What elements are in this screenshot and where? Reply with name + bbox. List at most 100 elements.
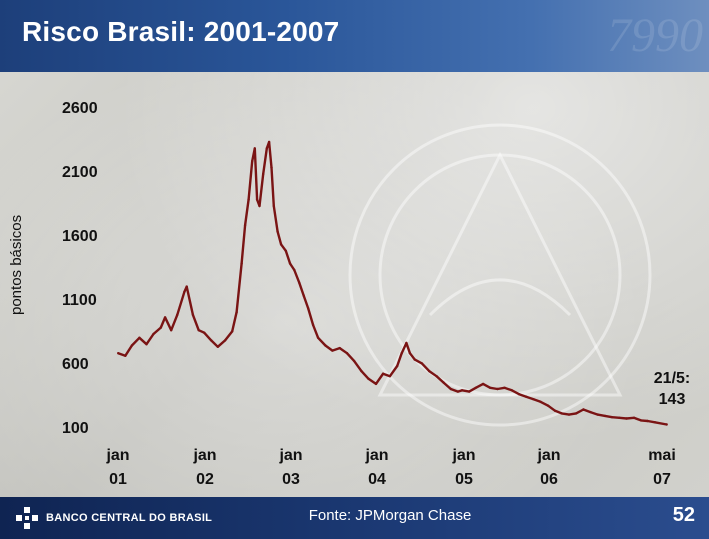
x-tick-label: jan 02 — [193, 447, 217, 488]
series-line — [117, 140, 667, 426]
data-point — [489, 386, 492, 389]
data-point — [405, 341, 408, 345]
data-point — [567, 413, 571, 416]
data-point — [360, 369, 363, 373]
y-tick-label: 100 — [62, 420, 89, 437]
x-tick-label: jan 01 — [106, 447, 130, 488]
data-point — [210, 339, 213, 342]
data-point — [253, 147, 256, 150]
x-tick-label: jan 06 — [537, 447, 561, 488]
data-point — [546, 404, 550, 407]
data-point — [298, 281, 301, 284]
data-point — [311, 323, 315, 327]
data-point — [251, 160, 254, 163]
data-point — [428, 369, 431, 373]
data-point — [302, 294, 305, 297]
data-point — [539, 400, 542, 403]
data-point — [185, 285, 188, 288]
data-point — [176, 313, 179, 316]
data-point — [272, 204, 275, 208]
data-point — [367, 377, 370, 380]
x-tick-label: mai 07 — [648, 447, 676, 488]
data-point — [582, 408, 585, 411]
data-point — [267, 140, 271, 144]
data-point — [345, 352, 349, 355]
data-point — [270, 166, 273, 169]
data-point — [216, 345, 219, 348]
x-tick-label: jan 05 — [452, 447, 476, 488]
data-point — [610, 416, 614, 419]
data-point — [474, 386, 477, 389]
data-point — [413, 358, 416, 361]
data-point — [203, 331, 206, 334]
data-point — [243, 224, 247, 227]
page-number: 52 — [672, 504, 695, 526]
y-tick-label: 600 — [62, 356, 89, 373]
data-point — [284, 249, 287, 252]
data-point — [574, 412, 578, 415]
data-point — [316, 336, 320, 339]
data-point — [255, 198, 259, 201]
data-point — [276, 230, 279, 233]
data-point — [400, 352, 403, 355]
data-point — [481, 382, 485, 386]
data-point — [279, 243, 283, 246]
data-point — [532, 398, 535, 401]
central-bank-logo-icon — [16, 507, 38, 529]
data-point — [420, 362, 424, 365]
data-point — [258, 204, 261, 208]
data-point — [603, 414, 607, 418]
data-point — [307, 307, 310, 310]
data-point — [262, 172, 265, 176]
data-point — [653, 421, 657, 424]
data-point — [338, 346, 341, 350]
data-point — [183, 290, 186, 293]
data-point — [293, 268, 296, 272]
data-point — [456, 390, 460, 393]
data-point — [388, 375, 392, 378]
x-tick-label: jan 03 — [279, 447, 303, 488]
data-point — [170, 329, 173, 332]
data-point — [525, 395, 528, 398]
title-bar: 7990 Risco Brasil: 2001-2007 — [0, 0, 709, 72]
data-point — [408, 352, 412, 355]
y-tick-label: 1100 — [62, 292, 97, 309]
data-point — [223, 339, 227, 342]
data-point — [288, 262, 292, 265]
data-point — [235, 311, 238, 314]
data-point — [247, 198, 250, 201]
data-point — [130, 344, 134, 347]
data-point — [639, 419, 643, 422]
data-point — [503, 386, 506, 389]
data-point — [646, 419, 649, 423]
data-point — [553, 409, 557, 412]
data-point — [510, 389, 513, 392]
data-point — [449, 387, 452, 391]
data-point — [396, 364, 399, 368]
data-point — [331, 349, 334, 352]
data-point — [468, 390, 471, 393]
data-point — [163, 316, 167, 319]
data-point — [381, 372, 385, 375]
data-point — [231, 330, 234, 333]
data-point — [265, 147, 268, 150]
central-bank-logo: BANCO CENTRAL DO BRASIL — [14, 505, 212, 531]
data-point — [442, 381, 445, 384]
data-point — [374, 382, 378, 386]
data-point — [138, 336, 141, 339]
data-point — [460, 389, 464, 392]
data-point — [560, 412, 563, 415]
data-point — [191, 313, 195, 316]
data-point — [352, 359, 356, 363]
data-point — [596, 413, 599, 416]
data-point — [197, 329, 200, 332]
data-point — [625, 417, 628, 420]
data-point — [159, 326, 162, 329]
data-point — [632, 416, 636, 419]
data-point — [496, 387, 499, 391]
last-value-annotation: 21/5: 143 — [653, 370, 691, 408]
source-note: Fonte: JPMorgan Chase — [308, 507, 472, 524]
data-point — [435, 375, 438, 378]
